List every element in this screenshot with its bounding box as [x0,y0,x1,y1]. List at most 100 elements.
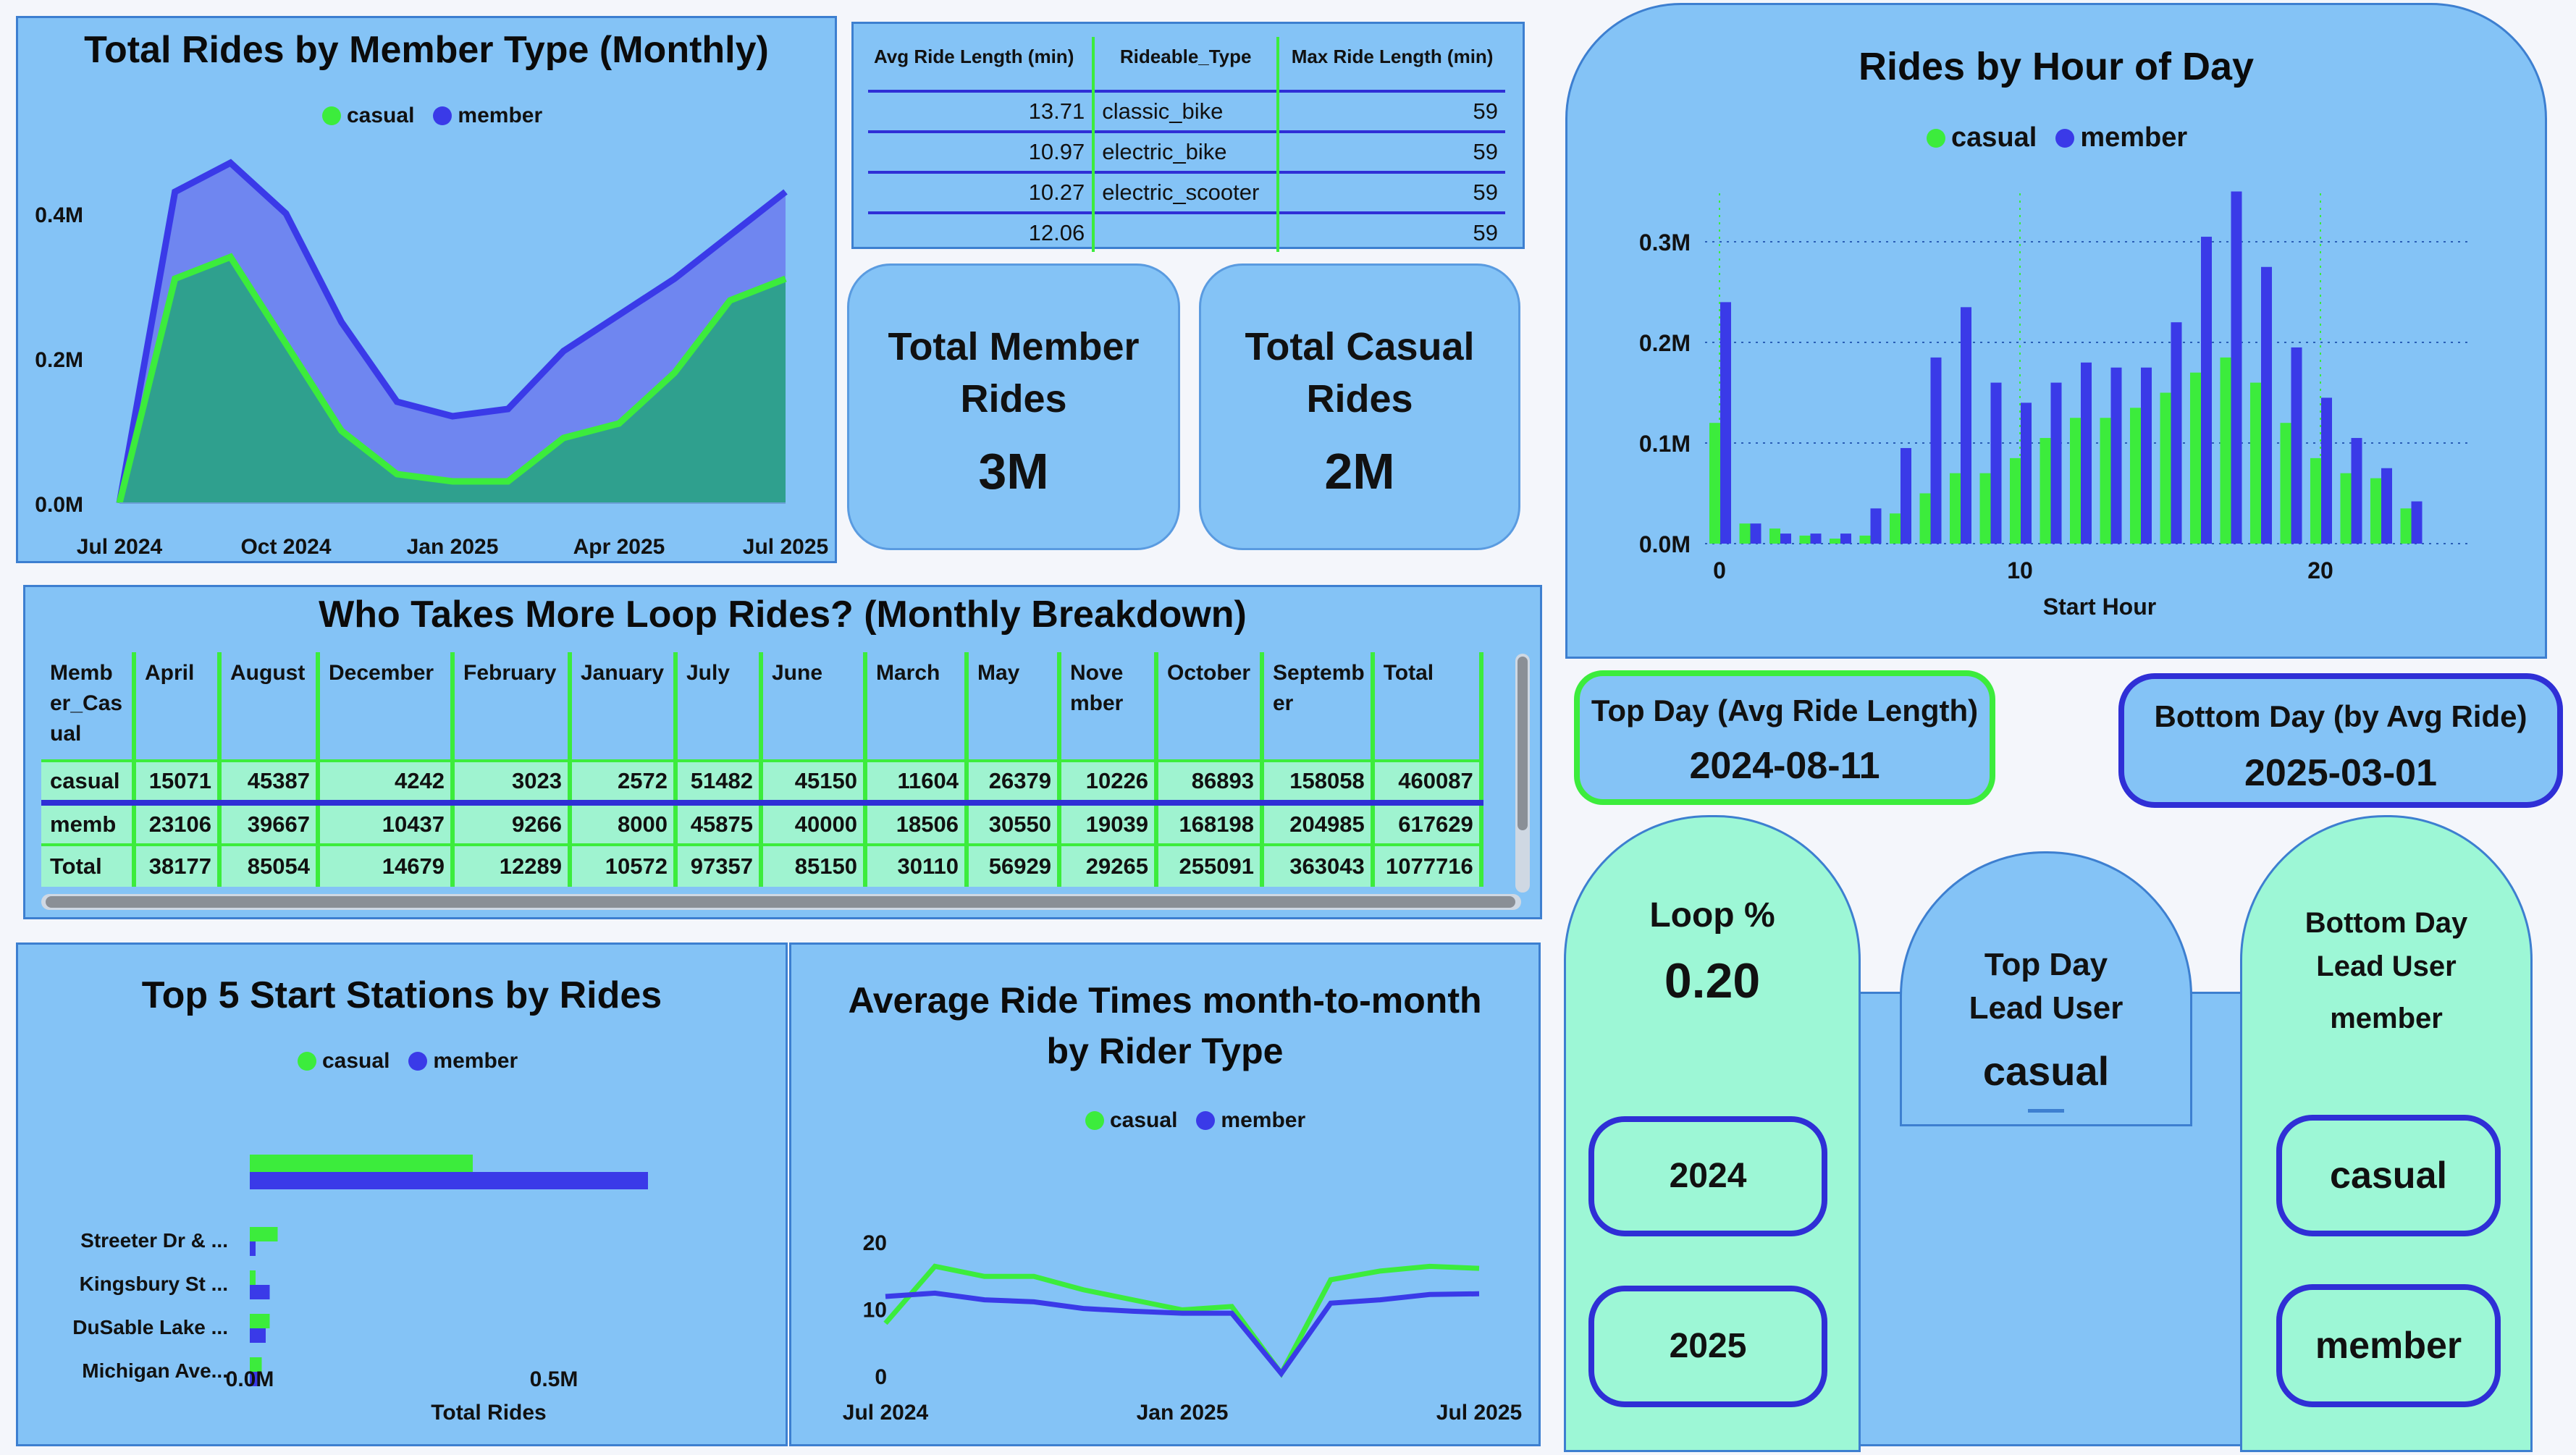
table-cell: memb [41,803,136,846]
member-line [116,159,788,504]
top-day-value: 2024-08-11 [1689,745,1880,787]
horizontal-scrollbar[interactable] [41,894,1521,910]
casual-bar [2070,418,2081,544]
casual-dot-icon [322,106,341,125]
stations-bar-chart[interactable]: Streeter Dr & ... Kingsbury St ... DuSable… [18,1082,786,1444]
col-header[interactable]: December [318,652,455,761]
member-filter-button[interactable]: member [2276,1284,2501,1407]
col-header[interactable]: Septemb er [1262,652,1375,761]
avg-line-chart[interactable]: 0 10 20 Jul 2024 Jan 2025 Jul 2025 [791,1134,1537,1446]
member-bar [2411,501,2423,544]
avg-legend: casual member [1085,1108,1305,1133]
member-bar [2261,266,2272,544]
legend-member[interactable]: member [408,1049,518,1074]
casual-bar [250,1227,278,1241]
member-bar [2381,468,2392,544]
table-row[interactable]: 13.71 classic_bike 59 [868,90,1505,132]
legend-member[interactable]: member [1196,1108,1305,1133]
col-header[interactable]: March [865,652,969,761]
x-tick-label: Jul 2024 [77,535,163,559]
top-stations-panel: Top 5 Start Stations by Rides casual mem… [16,942,788,1446]
table-cell: 45150 [761,759,867,806]
casual-filter-button[interactable]: casual [2276,1115,2501,1236]
col-header-type[interactable]: Rideable_Type [1092,37,1280,91]
table-cell: 19039 [1059,803,1158,846]
casual-dot-icon [1927,128,1945,148]
x-tick-label: Jan 2025 [407,535,499,559]
table-cell: 4242 [318,759,455,806]
loop-rides-title: Who Takes More Loop Rides? (Monthly Brea… [319,594,1247,636]
member-bar [1901,447,1911,544]
category-label: DuSable Lake ... [72,1316,228,1338]
table-cell: 18506 [865,803,969,846]
monthly-area-chart[interactable]: 0.0M 0.2M 0.4M Jul 2024 Oct 2024 Jan 2025 Apr … [18,134,836,561]
table-row[interactable]: 10.27 electric_scooter 59 [868,171,1505,213]
table-cell: 38177 [134,845,222,887]
col-header[interactable]: May [967,652,1061,761]
col-header[interactable]: February [453,652,572,761]
year-2025-button[interactable]: 2025 [1588,1286,1827,1407]
col-header[interactable]: June [761,652,867,761]
hour-bar-chart[interactable]: 0.0M 0.1M 0.2M 0.3M 0 10 20 Start Hour [1567,172,2545,649]
stations-legend: casual member [298,1049,518,1074]
casual-bar [250,1155,473,1172]
table-cell: 85054 [219,845,320,887]
table-cell: 168198 [1156,803,1264,846]
col-header-avg[interactable]: Avg Ride Length (min) [874,46,1074,67]
monthly-rides-title: Total Rides by Member Type (Monthly) [84,29,769,71]
col-header[interactable]: Nove mber [1059,652,1158,761]
col-header[interactable]: July [675,652,763,761]
table-cell: 8000 [570,803,678,846]
member-area [119,163,786,503]
table-cell: 23106 [134,803,222,846]
year-2024-button[interactable]: 2024 [1588,1116,1827,1236]
avg-title-line2: by Rider Type [1046,1031,1284,1071]
casual-bar [2040,438,2051,544]
casual-area [119,257,786,503]
table-cell: 39667 [219,803,320,846]
loop-rides-panel: Who Takes More Loop Rides? (Monthly Brea… [23,585,1542,919]
y-tick-label: 10 [863,1299,887,1323]
divider [2028,1109,2064,1113]
table-row[interactable]: memb 23106 39667 10437 9266 8000 45875 40000 185… [41,803,1483,846]
col-header-max[interactable]: Max Ride Length (min) [1291,46,1494,67]
legend-casual[interactable]: casual [1927,122,2037,153]
col-header[interactable]: October [1156,652,1264,761]
hour-chart-panel: Rides by Hour of Day casual member 0.0M 0… [1565,3,2547,659]
member-dot-icon [408,1052,428,1071]
col-header[interactable]: Total [1372,652,1483,761]
col-header[interactable]: April [134,652,222,761]
legend-casual[interactable]: casual [1085,1108,1177,1133]
table-cell: 10437 [318,803,455,846]
casual-bar [250,1357,262,1372]
vertical-scrollbar[interactable] [1515,654,1530,893]
table-cell: 3023 [453,759,572,806]
total-member-rides-card: Total Member Rides 3M [847,263,1180,550]
avg-title-line1: Average Ride Times month-to-month [848,980,1482,1021]
member-dot-icon [433,106,453,125]
legend-casual[interactable]: casual [298,1049,390,1074]
table-row[interactable]: 10.97 electric_bike 59 [868,130,1505,172]
member-bar [2050,382,2062,544]
table-cell: 10572 [570,845,678,887]
member-bar [1930,357,1942,544]
col-header[interactable]: August [219,652,320,761]
legend-casual[interactable]: casual [322,104,414,128]
table-cell: 97357 [675,845,763,887]
casual-bar [250,1314,270,1328]
top-lead-label: Top Day Lead User [1969,947,2123,1026]
table-row[interactable]: 12.06 59 [868,211,1505,252]
member-bar [2171,322,2182,544]
casual-bar [2370,478,2381,544]
casual-line [116,253,787,505]
casual-bar [2220,357,2231,544]
casual-bar [2160,392,2171,544]
col-header[interactable]: Memb er_Cas ual [41,652,136,761]
table-row[interactable]: Total 38177 85054 14679 12289 10572 97357 85150… [41,845,1483,887]
table-row[interactable]: casual 15071 45387 4242 3023 2572 51482 45150 11… [41,759,1483,806]
avg-ride-times-panel: Average Ride Times month-to-month by Rid… [789,942,1541,1446]
col-header[interactable]: January [570,652,678,761]
casual-bar [2010,457,2021,544]
legend-member[interactable]: member [2055,122,2187,153]
legend-member[interactable]: member [433,104,542,128]
